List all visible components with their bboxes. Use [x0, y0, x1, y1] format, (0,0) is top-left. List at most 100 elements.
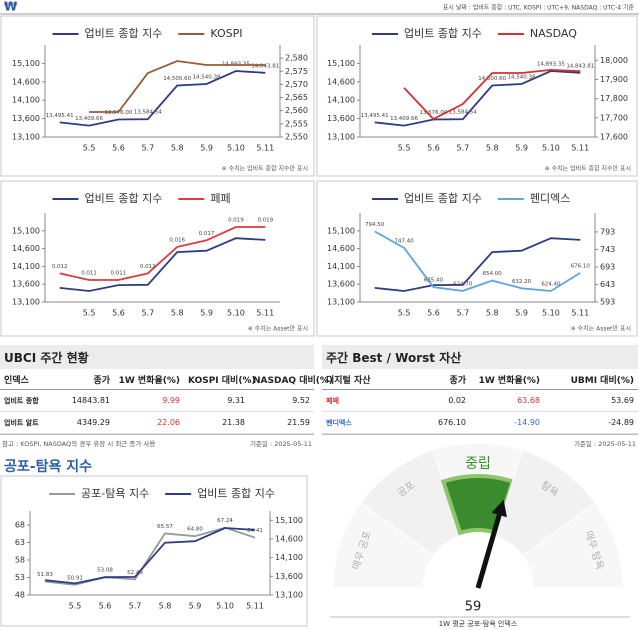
panel — [316, 15, 638, 177]
series-line — [59, 70, 266, 127]
value-label: 0.019 — [228, 218, 244, 224]
x-tick-label: 5.10 — [542, 144, 560, 153]
value-label: 65.57 — [157, 524, 173, 530]
x-tick-label: 5.9 — [515, 309, 528, 318]
footnote-left: 참고 : KOSPI, NASDAQ의 경우 휴장 시 최근 종가 사용 — [2, 440, 156, 448]
gauge-value: 59 — [465, 600, 482, 615]
value-label: 0.019 — [257, 218, 273, 224]
x-tick-label: 5.7 — [141, 144, 154, 153]
legend-label: KOSPI — [210, 27, 242, 40]
gauge-caption: 1W 평균 공포-탐욕 인덱스 — [439, 619, 518, 628]
y-tick-label: 14,100 — [327, 262, 355, 271]
y-tick-label: 14,600 — [327, 77, 355, 86]
panel — [316, 180, 638, 337]
x-tick-label: 5.6 — [99, 602, 112, 611]
y2-tick-label: 17,900 — [600, 75, 628, 84]
table: 주간 Best / Worst 자산 디지털 자산 종가 1W 변화율(%) UBMI … — [322, 345, 638, 451]
value-label: 635.40 — [424, 278, 444, 284]
y-tick-label: 13,600 — [12, 114, 40, 123]
gauge-zone — [521, 502, 624, 589]
y-tick-label: 14,600 — [12, 244, 40, 253]
table-footnote: 참고 : KOSPI, NASDAQ의 경우 휴장 시 최근 종가 사용 기준일 … — [0, 434, 314, 451]
value-label: 13,576.00 — [419, 110, 447, 116]
chart-note: ※ 수치는 업비트 종합 지수만 표시 — [222, 165, 308, 173]
chart-note: ※ 수치는 업비트 종합 지수만 표시 — [545, 165, 631, 173]
x-tick-label: 5.11 — [256, 309, 274, 318]
legend-label: 업비트 종합 지수 — [85, 192, 163, 205]
value-label: 13,495.41 — [46, 113, 74, 119]
logo: ₩ — [4, 0, 18, 14]
series-line — [89, 60, 266, 113]
y2-tick-label: 13,600 — [275, 572, 303, 581]
x-tick-label: 5.9 — [200, 144, 213, 153]
table-header: 인덱스 종가 1W 변화율(%) KOSPI 대비(%) NASDAQ 대비(%) — [0, 369, 333, 390]
table-cell: 21.38 — [222, 418, 245, 427]
column-header: 종가 — [93, 375, 110, 386]
table-cell: 676.10 — [438, 418, 466, 427]
x-tick-label: 5.11 — [246, 602, 264, 611]
value-label: 52.49 — [127, 570, 143, 576]
x-tick-label: 5.7 — [141, 309, 154, 318]
value-label: 14,500.60 — [163, 76, 191, 82]
column-header: 디지털 자산 — [326, 375, 371, 386]
value-label: 0.016 — [169, 237, 185, 243]
y-tick-label: 13,100 — [327, 133, 355, 142]
table-cell: 63.68 — [517, 396, 540, 405]
x-tick-label: 5.6 — [112, 309, 125, 318]
y-tick-label: 15,100 — [327, 226, 355, 235]
value-label: 14,843.81 — [251, 63, 279, 69]
y2-tick-label: 743 — [600, 245, 615, 254]
x-tick-label: 5.6 — [427, 144, 440, 153]
y-tick-label: 14,600 — [12, 77, 40, 86]
column-header: KOSPI 대비(%) — [188, 375, 256, 386]
y2-tick-label: 14,600 — [275, 535, 303, 544]
y2-tick-label: 2,580 — [285, 54, 308, 63]
y-tick-label: 15,100 — [12, 59, 40, 68]
gauge-needle — [475, 499, 507, 589]
value-label: 14,893.35 — [537, 62, 565, 68]
table-row: 업비트 알트 4349.29 22.06 21.38 21.59 — [0, 412, 314, 434]
value-label: 654.00 — [483, 271, 503, 277]
value-label: 14,500.60 — [478, 76, 506, 82]
value-label: 0.012 — [52, 264, 68, 270]
x-tick-label: 5.7 — [129, 602, 142, 611]
y2-tick-label: 18,000 — [600, 56, 628, 65]
table-cell: 4349.29 — [76, 418, 110, 427]
table-cell: 펜디엑스 — [326, 418, 352, 427]
value-label: 53.08 — [97, 568, 113, 574]
column-header: 1W 변화율(%) — [118, 375, 180, 386]
table-cell: 9.31 — [227, 396, 245, 405]
y2-tick-label: 593 — [600, 298, 615, 307]
x-tick-label: 5.8 — [171, 144, 184, 153]
x-tick-label: 5.7 — [456, 144, 469, 153]
value-label: 64.41 — [247, 528, 263, 534]
x-tick-label: 5.5 — [69, 602, 82, 611]
y2-tick-label: 2,555 — [285, 119, 308, 128]
legend-label: 업비트 종합 지수 — [404, 192, 482, 205]
y-tick-label: 48 — [15, 591, 25, 600]
table-header: 디지털 자산 종가 1W 변화율(%) UBMI 대비(%) — [322, 369, 638, 390]
value-label: 0.012 — [140, 264, 156, 270]
y2-tick-label: 2,560 — [285, 106, 308, 115]
footnote-right: 기준일 : 2025-05-11 — [573, 440, 636, 448]
table: UBCI 주간 현황 인덱스 종가 1W 변화율(%) KOSPI 대비(%) NASDA… — [0, 345, 333, 451]
value-label: 676.10 — [571, 263, 591, 269]
x-tick-label: 5.8 — [159, 602, 172, 611]
needle-head — [491, 499, 507, 518]
panel — [0, 180, 315, 337]
value-label: 632.20 — [512, 279, 532, 285]
table-cell: 21.59 — [287, 418, 310, 427]
table-cell: 9.52 — [292, 396, 310, 405]
value-label: 13,584.54 — [449, 110, 477, 116]
chart-note: ※ 수치는 Asset만 표시 — [248, 325, 308, 333]
x-tick-label: 5.6 — [112, 144, 125, 153]
y2-tick-label: 793 — [600, 227, 615, 236]
series-line — [44, 526, 256, 586]
value-label: 14,843.81 — [566, 63, 594, 69]
table-footnote: 기준일 : 2025-05-11 — [322, 434, 638, 451]
y-tick-label: 53 — [15, 573, 25, 582]
y-tick-label: 14,100 — [12, 262, 40, 271]
legend-label: 공포-탐욕 지수 — [81, 487, 149, 500]
legend-label: 펜디엑스 — [530, 192, 570, 205]
